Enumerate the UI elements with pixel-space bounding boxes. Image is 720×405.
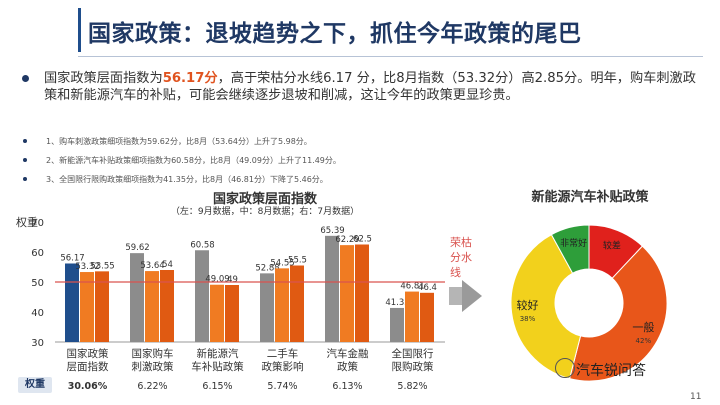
sub-item-1: 1、购车刺激政策细项指数为59.62分，比8月（53.64分）上升了5.98分。 xyxy=(20,136,312,147)
bar-value-label: 56.17 xyxy=(60,253,84,263)
x-tick-label: 二手车 xyxy=(267,347,299,360)
main-paragraph: 国家政策层面指数为56.17分，高于荣枯分水线6.17 分，比8月指数（53.3… xyxy=(20,70,700,104)
bar xyxy=(260,273,274,342)
pie-slice xyxy=(550,224,590,274)
main-text-prefix: 国家政策层面指数为 xyxy=(44,71,163,86)
bar-value-label: 52.88 xyxy=(255,263,279,273)
x-tick-label: 新能源汽 xyxy=(197,347,239,360)
y-tick-label: 60 xyxy=(31,248,44,259)
y-axis-title: 权重 xyxy=(16,215,38,229)
bar-value-label: 62.5 xyxy=(353,235,372,245)
weight-value: 6.15% xyxy=(202,381,232,392)
weight-value: 6.13% xyxy=(332,381,362,392)
x-tick-label: 政策 xyxy=(337,360,358,373)
weight-value: 30.06% xyxy=(68,381,108,392)
weight-value: 5.82% xyxy=(397,381,427,392)
weight-label: 权重 xyxy=(18,377,52,393)
sub-item-text: 2、新能源汽车补贴政策细项指数为60.58分，比8月（49.09分）上升了11.… xyxy=(46,156,341,165)
arrow-tail xyxy=(449,287,462,305)
y-tick-label: 30 xyxy=(31,338,44,349)
pie-slice-percent: 42% xyxy=(636,337,652,345)
bar xyxy=(195,250,209,342)
bar-value-label: 54 xyxy=(162,260,173,270)
x-tick-label: 车补贴政策 xyxy=(191,360,244,373)
sub-item-3: 3、全国限行限购政策细项指数为41.35分，比8月（46.81分）下降了5.46… xyxy=(20,174,328,185)
bar-value-label: 41.35 xyxy=(385,298,409,308)
sub-item-text: 3、全国限行限购政策细项指数为41.35分，比8月（46.81分）下降了5.46… xyxy=(46,175,328,184)
bullet-dot-icon xyxy=(23,158,27,162)
title-accent-bar xyxy=(78,8,81,52)
bar xyxy=(355,244,369,342)
x-tick-label: 层面指数 xyxy=(67,360,109,373)
pie-slice xyxy=(510,233,582,380)
page-number: 11 xyxy=(690,392,702,402)
right-arrow-icon xyxy=(462,280,482,312)
bar xyxy=(65,263,79,342)
page-title: 国家政策：退坡趋势之下，抓住今年政策的尾巴 xyxy=(88,21,582,47)
bar-value-label: 62.29 xyxy=(335,235,359,245)
x-tick-label: 刺激政策 xyxy=(132,360,174,373)
pie-slice-label: 一般 xyxy=(632,321,654,334)
threshold-label: 线 xyxy=(450,265,461,279)
y-tick-label: 50 xyxy=(31,278,44,289)
pie-slice-label: 非常好 xyxy=(560,237,587,249)
bullet-dot-icon xyxy=(22,75,29,82)
bar xyxy=(160,270,174,342)
y-tick-label: 40 xyxy=(31,308,44,319)
bar xyxy=(340,245,354,342)
x-tick-label: 汽车金融 xyxy=(327,347,369,360)
bar-value-label: 59.62 xyxy=(125,243,149,253)
wechat-icon xyxy=(555,358,575,378)
bar-value-label: 46.81 xyxy=(400,282,424,292)
title-divider xyxy=(78,56,703,57)
bar-value-label: 53.64 xyxy=(140,261,164,271)
bar xyxy=(325,235,339,342)
sub-item-2: 2、新能源汽车补贴政策细项指数为60.58分，比8月（49.09分）上升了11.… xyxy=(20,155,341,166)
bar-value-label: 65.39 xyxy=(320,226,344,236)
pie-slice-percent: 38% xyxy=(520,315,536,323)
pie-slice-label: 较好 xyxy=(516,298,538,312)
bar xyxy=(290,265,304,342)
bar xyxy=(405,291,419,342)
bar xyxy=(420,292,434,342)
pie-slice xyxy=(568,245,668,382)
bar-value-label: 46.4 xyxy=(418,283,437,293)
bar xyxy=(210,284,224,342)
pie-chart-title: 新能源汽车补贴政策 xyxy=(531,190,649,205)
x-tick-label: 限购政策 xyxy=(392,360,434,373)
bar-chart-subtitle: （左：9月数据，中：8月数据；右：7月数据） xyxy=(170,207,360,217)
x-tick-label: 政策影响 xyxy=(262,360,304,373)
sub-item-text: 1、购车刺激政策细项指数为59.62分，比8月（53.64分）上升了5.98分。 xyxy=(46,137,312,146)
bar-value-label: 49 xyxy=(227,275,238,285)
bar xyxy=(95,271,109,342)
bar xyxy=(145,271,159,342)
main-text-rest: ，高于荣枯分水线6.17 分，比8月指数（53.32分）高2.85分。明年，购车… xyxy=(44,71,696,103)
bar-value-label: 53.32 xyxy=(75,262,99,272)
bar-value-label: 60.58 xyxy=(190,240,214,250)
y-tick-label: 70 xyxy=(31,218,44,229)
bar xyxy=(225,285,239,342)
weight-value: 5.74% xyxy=(267,381,297,392)
bar-value-label: 55.5 xyxy=(288,256,307,266)
bar xyxy=(130,253,144,342)
x-tick-label: 国家政策 xyxy=(67,347,109,360)
bullet-dot-icon xyxy=(23,139,27,143)
x-tick-label: 全国限行 xyxy=(392,347,434,360)
watermark-text: 汽车锐问答 xyxy=(576,363,646,379)
threshold-label: 荣枯 xyxy=(450,235,472,249)
weight-value: 6.22% xyxy=(137,381,167,392)
x-tick-label: 国家购车 xyxy=(132,347,174,360)
bar-chart-title: 国家政策层面指数 xyxy=(212,192,317,207)
main-text-highlight: 56.17分 xyxy=(162,71,218,86)
bar-value-label: 53.55 xyxy=(90,261,114,271)
threshold-label: 分水 xyxy=(450,251,472,264)
pie-slice-label: 较差 xyxy=(603,239,621,251)
bar xyxy=(275,268,289,342)
bullet-dot-icon xyxy=(23,177,27,181)
bar xyxy=(390,307,404,342)
bar xyxy=(80,272,94,342)
bar-value-label: 49.09 xyxy=(205,275,229,285)
bar-value-label: 54.55 xyxy=(270,258,294,268)
